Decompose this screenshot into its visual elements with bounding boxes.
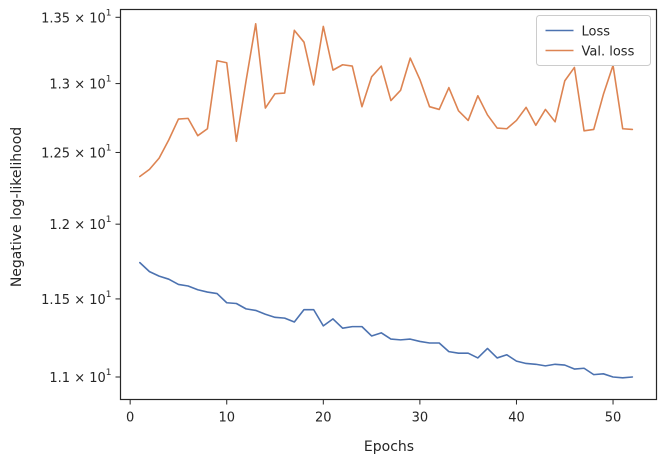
x-tick-label: 30 — [412, 411, 429, 426]
legend-label-0: Loss — [582, 25, 611, 40]
legend-label-1: Val. loss — [582, 45, 635, 60]
y-tick-label: 1.15 × 101 — [41, 290, 111, 308]
plot-lines — [139, 23, 634, 379]
x-tick-label: 50 — [605, 411, 622, 426]
y-tick-label: 1.1 × 101 — [49, 368, 111, 386]
legend-box — [536, 15, 651, 66]
series-line-1 — [139, 23, 634, 178]
x-tick-label: 20 — [315, 411, 332, 426]
y-axis: 1.1 × 101 1.15 × 101 1.2 × 101 1.25 × 101 1.… — [41, 8, 121, 386]
x-tick-label: 0 — [126, 411, 134, 426]
y-axis-label: Negative log-likelihood — [9, 127, 25, 287]
x-tick-label: 10 — [218, 411, 235, 426]
y-tick-label: 1.35 × 101 — [41, 8, 111, 26]
x-axis: 0 10 20 30 40 50 — [126, 399, 622, 426]
y-tick-label: 1.2 × 101 — [49, 215, 111, 233]
legend: Loss Val. loss — [536, 15, 651, 66]
plot-frame — [119, 8, 658, 401]
series-line-0 — [139, 261, 634, 379]
x-tick-label: 40 — [508, 411, 525, 426]
x-axis-label: Epochs — [364, 439, 414, 455]
y-tick-label: 1.3 × 101 — [49, 75, 111, 93]
y-tick-label: 1.25 × 101 — [41, 143, 111, 161]
